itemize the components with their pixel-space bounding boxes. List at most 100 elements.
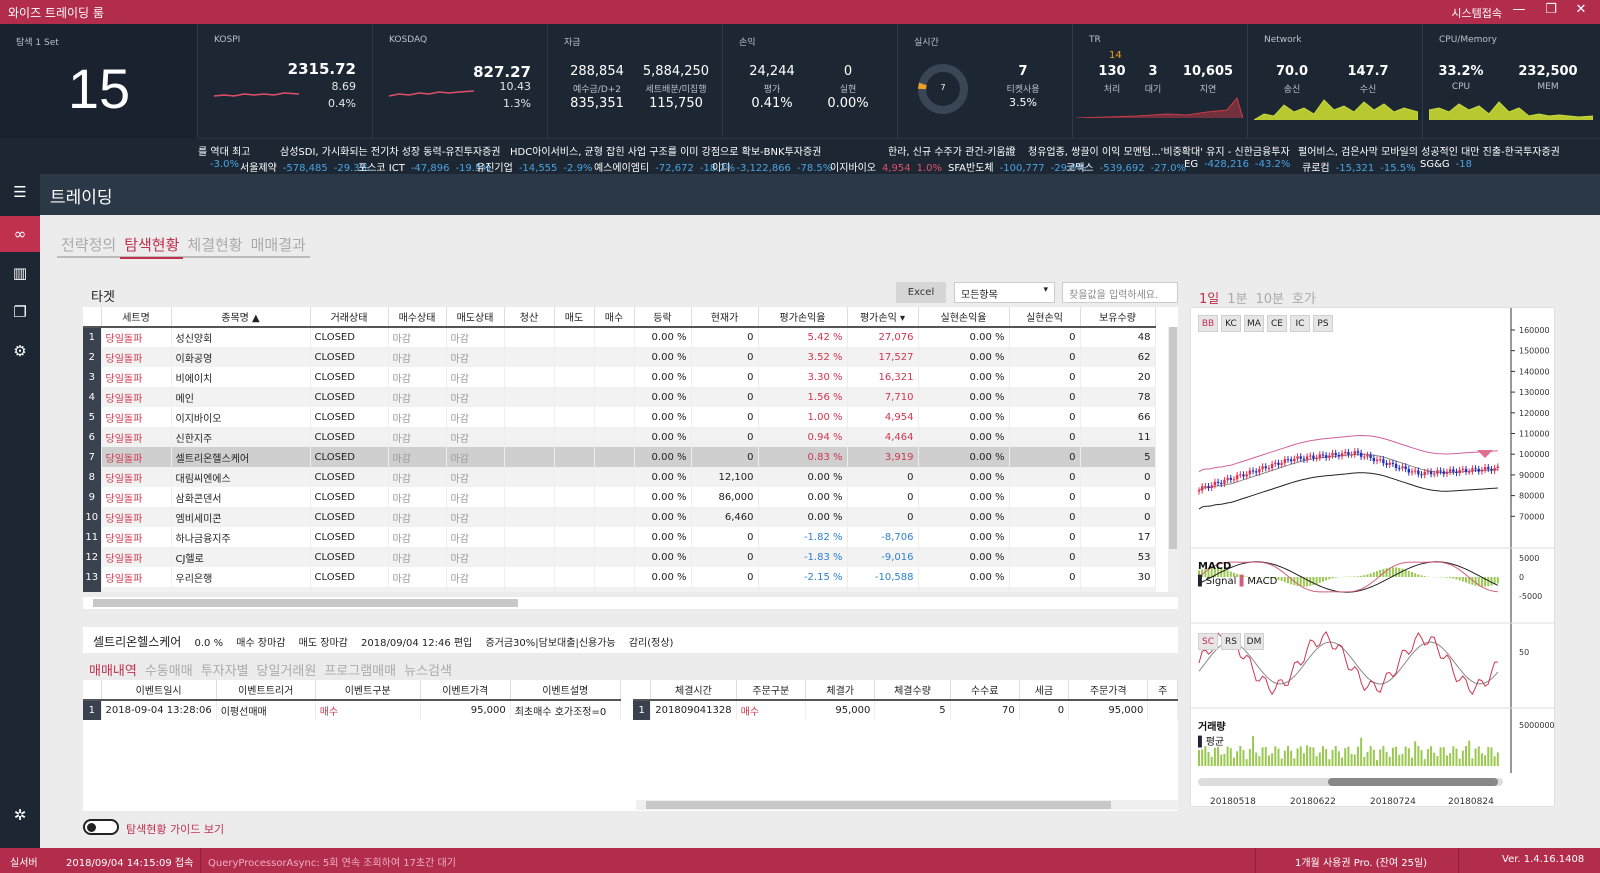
column-header: 체결가 — [805, 680, 876, 701]
table-cell — [504, 467, 555, 487]
ticker-stock-item[interactable]: 큐로컴 -15,321 -15.5% — [1302, 159, 1416, 174]
ticker-stock-item[interactable]: 예스에이엠티 -72,672 -18.2% — [594, 159, 735, 174]
indicator-ps-button[interactable]: PS — [1313, 315, 1333, 332]
table-row[interactable]: 14당일돌파유진기업CLOSED마감마감0.00 %0-2.92 %-14,55… — [83, 587, 1156, 592]
ticker-stock-item[interactable]: -3.0% — [198, 159, 239, 170]
network-icon[interactable]: ✲ — [13, 806, 27, 824]
target-hscroll[interactable] — [83, 597, 1178, 609]
ticker-stock-item[interactable]: 이디 -3,122,866 -78.5% — [712, 159, 832, 174]
volume-bar — [1210, 756, 1213, 766]
tab-search-status[interactable]: 탐색현황 — [120, 232, 184, 259]
chart-icon[interactable]: ▥ — [12, 264, 28, 282]
table-cell: 당일돌파 — [101, 387, 172, 407]
search-set-card[interactable]: 탐색 1 Set 15 7 5 — [0, 24, 198, 163]
strategy-icon[interactable]: ∞ — [0, 216, 40, 252]
maximize-icon[interactable]: ❐ — [1545, 2, 1557, 17]
tab-trade-result[interactable]: 매매결과 — [250, 236, 306, 254]
table-row[interactable]: 12 당일돌파 CJ헬로 CLOSED 마감 마감 0.00 % 0 -1.83 % -9,016… — [83, 547, 1156, 567]
table-row[interactable]: 4 당일돌파 메인 CLOSED 마감 마감 0.00 % 0 1.56 % 7,710 0.00 … — [83, 387, 1156, 407]
tab-broker[interactable]: 당일거래원 — [256, 664, 317, 679]
realtime-label: 실시간 — [914, 38, 939, 48]
volume-bar — [1277, 748, 1280, 766]
funds-d2: 835,351 — [570, 96, 624, 111]
column-header: 세트명 — [101, 307, 172, 328]
ticker-stock-name: 유진기업 — [476, 163, 513, 174]
tr-delay-label: 지연 — [1199, 85, 1217, 95]
tab-investor[interactable]: 투자자별 — [200, 664, 249, 679]
ticker-stock-item[interactable]: 서울제약 -578,485 -29.3% — [240, 159, 369, 174]
osc-dm-button[interactable]: DM — [1244, 633, 1264, 650]
volume-bar — [1468, 740, 1471, 766]
license-info: 1개월 사용권 Pro. (잔여 25일) — [1295, 858, 1428, 869]
system-connect-link[interactable]: 시스템접속 — [1451, 7, 1502, 20]
stock-chart[interactable]: BB KC MA CE IC PS 160000 150000 140000 130000 120… — [1190, 307, 1555, 807]
table-row[interactable]: 9 당일돌파 삼화콘덴서 CLOSED 마감 마감 0.00 % 86,000 0.00 % 0 0… — [83, 487, 1156, 507]
table-row[interactable]: 6 당일돌파 신한지주 CLOSED 마감 마감 0.00 % 0 0.94 % 4,464 0.0… — [83, 427, 1156, 447]
tab-trade-history[interactable]: 매매내역 — [89, 664, 137, 679]
ticker-stock-item[interactable]: SG&G -18 — [1420, 159, 1478, 170]
table-row[interactable]: 1 2018-09-04 13:28:06 이평선매매 매수 95,000 최초매수 호가… — [83, 700, 621, 720]
tab-news-search[interactable]: 뉴스검색 — [404, 664, 452, 679]
menu-icon[interactable]: ☰ — [13, 183, 27, 201]
period-1m[interactable]: 1분 — [1227, 292, 1248, 307]
tab-program-trade[interactable]: 프로그램매매 — [324, 664, 397, 679]
ticker-stock-item[interactable]: 유진기업 -14,555 -2.9% — [476, 159, 592, 174]
indicator-bb-button[interactable]: BB — [1198, 315, 1218, 332]
table-row[interactable]: 10 당일돌파 엠비세미콘 CLOSED 마감 마감 0.00 % 6,460 0.00 % 0 0… — [83, 507, 1156, 527]
ticker-stock-item[interactable]: SFA반도체 -100,777 -29.0% — [948, 159, 1086, 174]
table-row[interactable]: 1 201809041328 매수 95,000 5 70 0 95,000 — [633, 700, 1178, 720]
minimize-icon[interactable]: — — [1512, 2, 1526, 17]
table-row[interactable]: 2 당일돌파 이화공영 CLOSED 마감 마감 0.00 % 0 3.52 % 17,527 0.… — [83, 347, 1156, 367]
volume-bar — [1401, 753, 1404, 766]
fills-hscroll-thumb[interactable] — [646, 801, 1111, 809]
macd-histogram-bar — [1493, 577, 1496, 585]
candle — [1334, 452, 1337, 455]
table-row[interactable]: 5 당일돌파 이지바이오 CLOSED 마감 마감 0.00 % 0 1.00 % 4,954 0.… — [83, 407, 1156, 427]
target-vscroll-thumb[interactable] — [1169, 327, 1177, 549]
filter-select[interactable]: 모든항목 ▾ — [954, 282, 1055, 303]
table-row[interactable]: 1 당일돌파 성신양회 CLOSED 마감 마감 0.00 % 0 5.42 % 27,076 0.… — [83, 327, 1156, 347]
guide-toggle-knob — [87, 823, 96, 832]
ticker-stock-item[interactable]: EG -428,216 -43.2% — [1184, 159, 1290, 170]
dashboard: 탐색 1 Set 15 7 5 KOSPI 2315.72 8.69 0.4% … — [0, 24, 1600, 163]
indicator-ic-button[interactable]: IC — [1290, 315, 1310, 332]
news-ticker[interactable]: 를 역대 최고 삼성SDI, 가시화되는 전기차 성장 동력-유진투자증권 HDC아… — [198, 138, 1600, 174]
target-header-row[interactable]: 세트명 종목명 ▲ 거래상태 매수상태 매도상태 청산 매도 매수 등락 현재가 평가손익율 평가손익… — [83, 307, 1156, 328]
guide-toggle-label[interactable]: 탐색현황 가이드 보기 — [126, 823, 225, 836]
osc-sc-button[interactable]: SC — [1198, 633, 1218, 650]
target-vscroll[interactable] — [1168, 327, 1178, 592]
period-hoga[interactable]: 호가 — [1291, 292, 1316, 307]
table-row[interactable]: 8 당일돌파 대림씨엔에스 CLOSED 마감 마감 0.00 % 12,100 0.00 % 0… — [83, 467, 1156, 487]
indicator-kc-button[interactable]: KC — [1221, 315, 1241, 332]
ticker-stock-item[interactable]: 코맥스 -539,692 -27.0% — [1066, 159, 1186, 174]
period-1d[interactable]: 1일 — [1199, 292, 1220, 307]
indicator-ce-button[interactable]: CE — [1267, 315, 1287, 332]
indicator-ma-button[interactable]: MA — [1244, 315, 1264, 332]
ticker-stock-item[interactable]: 이지바이오 4,954 1.0% — [830, 159, 942, 174]
table-cell: 마감 — [446, 407, 505, 427]
fills-hscroll[interactable] — [636, 800, 1178, 810]
macd-histogram-bar — [1283, 577, 1286, 583]
osc-rs-button[interactable]: RS — [1221, 633, 1241, 650]
target-hscroll-thumb[interactable] — [93, 599, 518, 607]
close-icon[interactable]: ✕ — [1575, 2, 1587, 17]
gear-icon[interactable]: ⚙ — [13, 342, 27, 360]
ticker-stock-item[interactable]: 포스코 ICT -47,896 -19.5% — [358, 159, 491, 174]
chart-scroll-thumb[interactable] — [1328, 778, 1498, 786]
table-row[interactable]: 7 당일돌파 셀트리온헬스케어 CLOSED 마감 마감 0.00 % 0 0.83 % 3,91… — [83, 447, 1156, 467]
guide-toggle[interactable] — [83, 819, 119, 835]
excel-button[interactable]: Excel — [896, 282, 946, 303]
period-10m[interactable]: 10분 — [1255, 292, 1284, 307]
macd-histogram-bar — [1334, 577, 1337, 578]
tab-strategy[interactable]: 전략정의 — [61, 236, 117, 254]
column-header — [83, 680, 102, 701]
pnl-label: 손익 — [739, 38, 756, 48]
tab-fill-status[interactable]: 체결현황 — [187, 236, 243, 254]
book-icon[interactable]: ❐ — [13, 303, 27, 321]
table-row[interactable]: 13 당일돌파 우리은행 CLOSED 마감 마감 0.00 % 0 -2.15 % -10,58… — [83, 567, 1156, 587]
table-row[interactable]: 3 당일돌파 비에이치 CLOSED 마감 마감 0.00 % 0 3.30 % 16,321 0.… — [83, 367, 1156, 387]
chart-scroll[interactable] — [1198, 778, 1503, 786]
search-input[interactable]: 찾을값을 입력하세요. — [1062, 282, 1178, 303]
table-row[interactable]: 11 당일돌파 하나금융지주 CLOSED 마감 마감 0.00 % 0 -1.82 % -8,7… — [83, 527, 1156, 547]
tab-manual-trade[interactable]: 수동매매 — [144, 664, 193, 679]
